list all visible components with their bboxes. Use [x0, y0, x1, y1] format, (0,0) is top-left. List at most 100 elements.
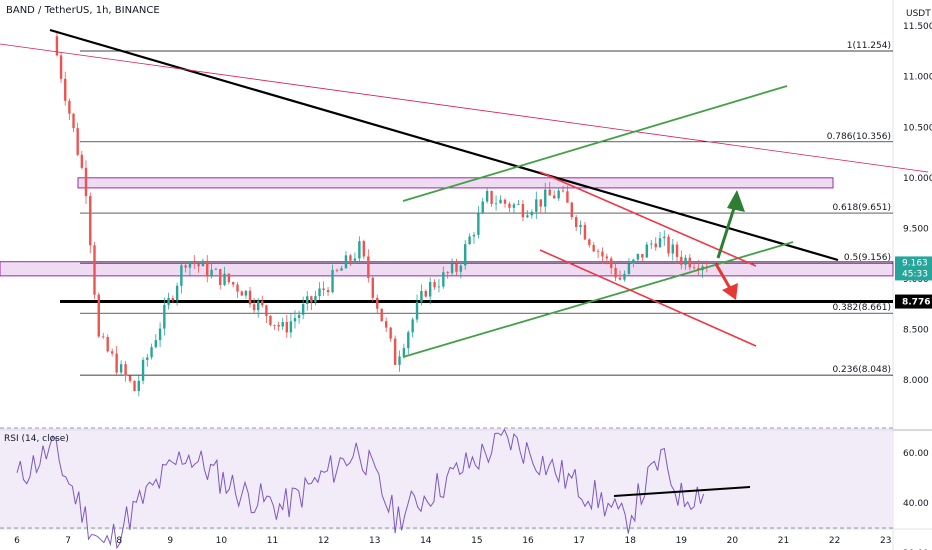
candle-body — [106, 337, 109, 352]
candle-body — [380, 308, 383, 322]
candle-body — [503, 199, 507, 204]
candle-body — [446, 272, 449, 274]
candle-body — [544, 189, 547, 207]
candle-body — [437, 286, 441, 288]
candle-body — [579, 224, 582, 228]
candle-body — [331, 269, 334, 293]
candle-body — [137, 380, 140, 392]
candle-body — [180, 265, 183, 286]
candle-body — [667, 236, 670, 254]
support-level-badge — [895, 294, 932, 309]
candle-body — [154, 340, 158, 348]
candle-body — [376, 297, 379, 309]
candle-body — [293, 318, 297, 322]
candle-body — [411, 319, 414, 333]
candle-body — [552, 195, 556, 199]
candle-body — [508, 203, 511, 208]
rsi-tick-label: 40.00 — [903, 499, 929, 509]
rsi-tick-label: 60.00 — [903, 449, 929, 459]
candle-body — [167, 297, 170, 305]
candle-body — [671, 244, 674, 254]
candle-body — [535, 199, 538, 212]
candle-body — [193, 262, 196, 265]
green-channel-upper[interactable] — [402, 85, 788, 202]
time-tick-label: 18 — [624, 536, 636, 546]
candle-body — [349, 255, 352, 261]
current-price-label: 9.163 — [902, 258, 928, 268]
candle-body — [55, 36, 59, 56]
candle-body — [623, 273, 626, 280]
candle-body — [314, 296, 317, 303]
candle-body — [102, 336, 105, 338]
green-channel-lower[interactable] — [402, 241, 794, 358]
candle-body — [261, 300, 264, 306]
rsi-divergence-line[interactable] — [613, 486, 751, 497]
bearish-arrow[interactable] — [714, 263, 733, 291]
time-tick-label: 12 — [318, 536, 329, 546]
current-price-badge — [895, 256, 932, 281]
candle-body — [285, 322, 289, 333]
time-tick-label: 19 — [676, 536, 688, 546]
bearish-arrow-head — [722, 283, 738, 300]
candle-body — [281, 322, 284, 327]
candle-body — [601, 251, 604, 257]
candle-body — [428, 282, 432, 297]
candle-body — [188, 262, 192, 268]
candle-body — [256, 300, 260, 311]
candle-body — [150, 347, 153, 358]
red-long-trendline[interactable] — [0, 43, 929, 173]
chart-title: BAND / TetherUS, 1h, BINANCE — [6, 5, 160, 16]
candle-body — [306, 296, 309, 305]
candle-body — [297, 314, 301, 319]
candle-body — [632, 259, 635, 264]
candle-body — [526, 215, 529, 218]
candle-body — [645, 244, 649, 258]
candle-body — [592, 244, 595, 252]
price-tick-label: 8.000 — [903, 376, 929, 386]
candle-body — [97, 294, 100, 337]
candle-body — [301, 304, 305, 315]
candle-body — [124, 364, 127, 376]
candle-body — [692, 267, 696, 269]
fib-level-label: 0.786(10.356) — [827, 132, 891, 142]
fib-level-label: 0.618(9.651) — [832, 203, 891, 213]
candle-body — [146, 357, 149, 360]
red-channel-lower[interactable] — [539, 249, 757, 347]
candle-body — [605, 256, 609, 259]
candle-body — [485, 190, 489, 202]
time-tick-label: 21 — [778, 536, 789, 546]
fib-level-label: 0.382(8.661) — [832, 303, 891, 313]
candle-body — [402, 348, 406, 357]
candle-body — [206, 260, 209, 277]
candle-body — [277, 324, 280, 327]
candle-body — [614, 267, 617, 278]
candle-body — [618, 277, 622, 280]
candle-body — [433, 282, 436, 288]
candle-body — [367, 256, 370, 278]
candle-body — [252, 304, 256, 311]
candle-body — [481, 201, 484, 214]
time-tick-label: 7 — [65, 536, 71, 546]
candle-body — [84, 167, 88, 197]
time-tick-label: 14 — [420, 536, 432, 546]
fib-level-label: 0.5(9.156) — [844, 253, 891, 263]
candle-body — [472, 234, 476, 237]
candle-body — [310, 296, 313, 303]
candle-body — [76, 128, 79, 155]
candle-body — [184, 265, 187, 268]
candle-body — [490, 190, 493, 204]
candle-body — [610, 258, 613, 268]
candle-body — [636, 254, 640, 260]
rsi-label: RSI (14, close) — [4, 434, 69, 444]
candle-body — [384, 321, 388, 328]
price-tick-label: 11.000 — [903, 73, 932, 83]
candle-body — [570, 202, 573, 218]
candle-body — [688, 257, 692, 268]
price-tick-label: 9.500 — [903, 224, 929, 234]
candle-body — [72, 113, 75, 129]
bullish-arrow[interactable] — [716, 204, 737, 259]
candle-body — [596, 251, 600, 253]
descending-trendline[interactable] — [49, 28, 839, 262]
candle-body — [574, 217, 578, 228]
